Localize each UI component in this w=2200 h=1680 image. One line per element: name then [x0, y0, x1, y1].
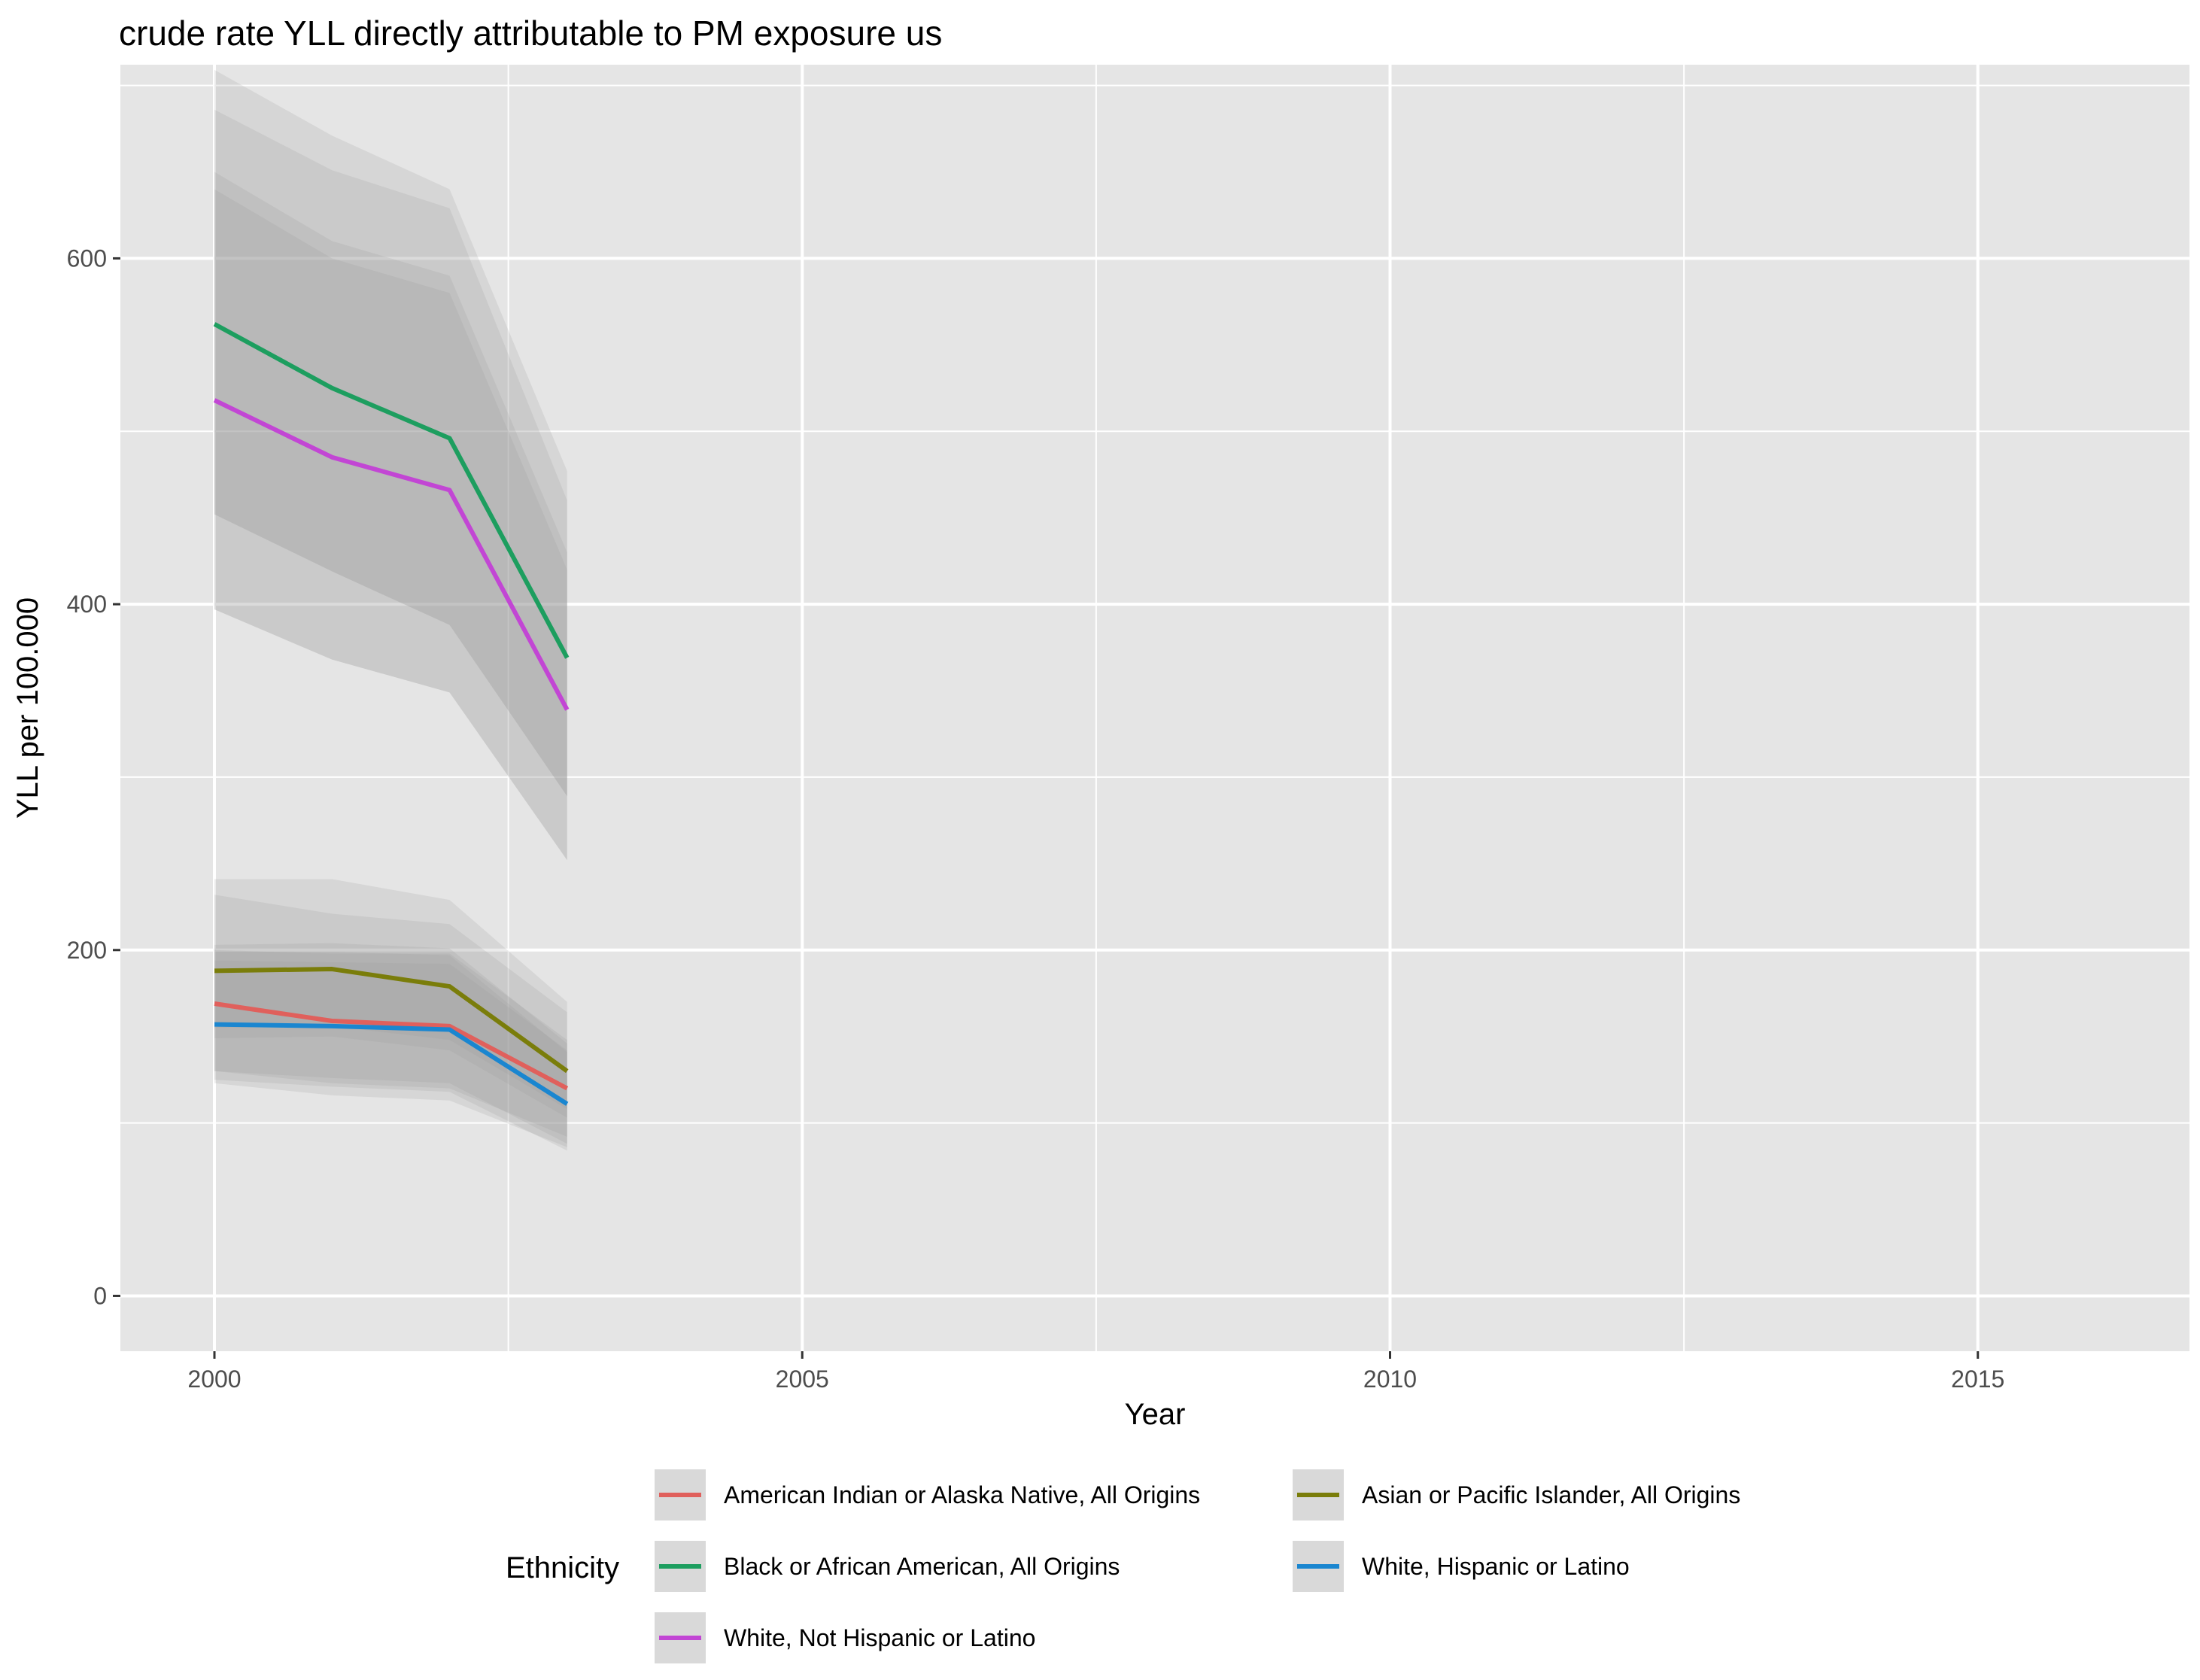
y-tick-label: 600 [67, 245, 107, 272]
legend-title: Ethnicity [506, 1551, 619, 1584]
ribbon-outer [214, 949, 567, 1151]
x-tick-label: 2010 [1363, 1366, 1417, 1393]
legend-label: Black or African American, All Origins [724, 1553, 1120, 1580]
y-tick-label: 0 [93, 1282, 107, 1309]
y-tick-label: 400 [67, 591, 107, 618]
y-axis: 0 200 400 600 [67, 245, 120, 1309]
plot-panel [120, 65, 2189, 1351]
y-axis-title: YLL per 100.000 [11, 597, 44, 819]
x-tick-label: 2000 [187, 1366, 241, 1393]
ribbon-outer [214, 879, 567, 1118]
ribbon-inner [214, 895, 567, 1110]
ribbon-outer [214, 172, 567, 861]
ribbon-inner [214, 952, 567, 1137]
series-line [214, 967, 569, 1074]
legend-label: White, Not Hispanic or Latino [724, 1624, 1035, 1651]
x-axis: 2000 2005 2010 2015 [187, 1351, 2004, 1393]
series-line [213, 322, 570, 659]
series-line [214, 1001, 569, 1091]
series-lines [213, 322, 570, 1106]
series-line [214, 1022, 569, 1106]
ribbon-outer [214, 69, 567, 797]
legend-label: Asian or Pacific Islander, All Origins [1362, 1481, 1740, 1508]
ribbon-inner [214, 109, 567, 797]
legend-label: American Indian or Alaska Native, All Or… [724, 1481, 1200, 1508]
x-axis-title: Year [1125, 1398, 1186, 1431]
legend: American Indian or Alaska Native, All Or… [655, 1469, 1740, 1663]
ribbon-inner [214, 189, 567, 861]
series-line [213, 398, 570, 711]
confidence-ribbons [214, 69, 567, 1151]
x-tick-label: 2005 [776, 1366, 829, 1393]
x-tick-label: 2015 [1951, 1366, 2004, 1393]
legend-label: White, Hispanic or Latino [1362, 1553, 1630, 1580]
grid-major [120, 65, 2189, 1351]
ribbon-outer [214, 943, 567, 1147]
chart-title: crude rate YLL directly attributable to … [119, 14, 942, 53]
grid-minor [120, 65, 2189, 1351]
y-tick-label: 200 [67, 937, 107, 964]
